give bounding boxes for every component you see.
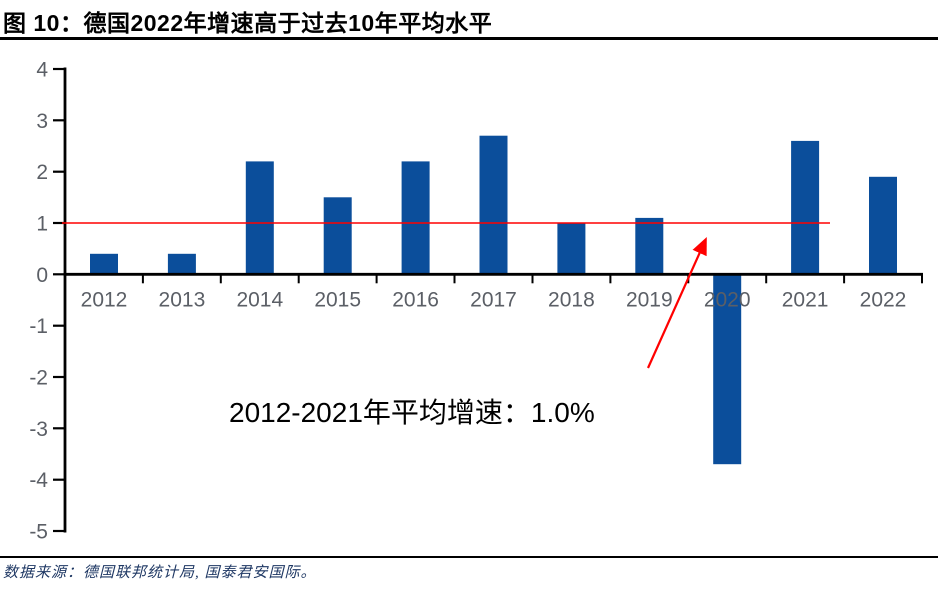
- bar-2017: [479, 135, 508, 275]
- y-tick-label: 2: [36, 161, 48, 184]
- x-tick-label-2020: 2020: [704, 288, 751, 311]
- x-tick-label-2015: 2015: [314, 288, 361, 311]
- average-growth-annotation: 2012-2021年平均增速：1.0%: [229, 397, 595, 428]
- figure-title: 图 10：德国2022年增速高于过去10年平均水平: [3, 10, 493, 36]
- y-tick-label: 0: [36, 264, 48, 287]
- x-tick-label-2016: 2016: [392, 288, 439, 311]
- bar-2016: [401, 161, 430, 275]
- y-tick-label: -2: [29, 367, 48, 390]
- bar-2012: [90, 253, 118, 275]
- x-tick-label-2022: 2022: [860, 288, 907, 311]
- x-tick-label-2021: 2021: [782, 288, 829, 311]
- bar-2021: [791, 140, 820, 275]
- y-tick-label: -1: [29, 315, 48, 338]
- data-source-note: 数据来源：德国联邦统计局, 国泰君安国际。: [3, 565, 317, 581]
- title-divider: [0, 37, 938, 40]
- y-tick-label: 1: [36, 213, 48, 236]
- bar-2022: [869, 176, 897, 275]
- y-tick-label: 3: [36, 110, 48, 133]
- bar-2015: [323, 197, 352, 275]
- footer-divider: [0, 556, 938, 558]
- x-tick-label-2018: 2018: [548, 288, 595, 311]
- annotation-arrow: [646, 236, 707, 369]
- bar-2020: [713, 274, 742, 465]
- y-tick-label: -3: [29, 418, 48, 441]
- x-tick-label-2014: 2014: [236, 288, 283, 311]
- y-tick-label: -5: [29, 521, 48, 544]
- x-tick-label-2012: 2012: [81, 288, 128, 311]
- x-tick-label-2017: 2017: [470, 288, 517, 311]
- bar-2019: [635, 217, 664, 275]
- x-tick-label-2013: 2013: [159, 288, 206, 311]
- bar-2013: [167, 253, 196, 275]
- y-tick-label: 4: [36, 59, 48, 82]
- bar-2018: [557, 223, 586, 275]
- y-tick-label: -4: [29, 469, 48, 492]
- x-tick-label-2019: 2019: [626, 288, 673, 311]
- bar-2014: [245, 161, 274, 275]
